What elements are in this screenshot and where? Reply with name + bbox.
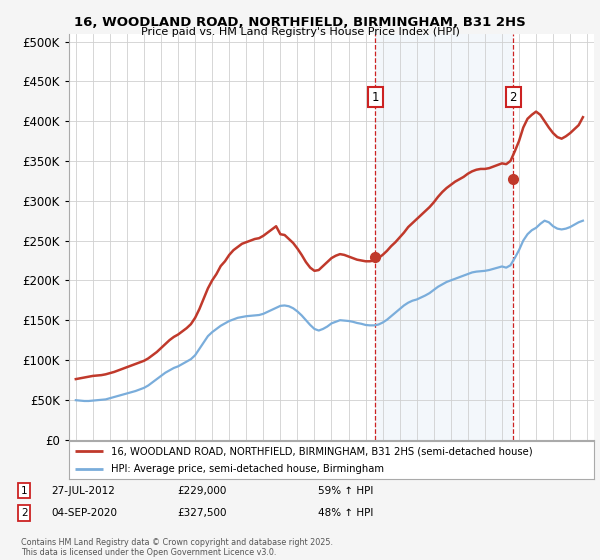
Text: Price paid vs. HM Land Registry's House Price Index (HPI): Price paid vs. HM Land Registry's House … (140, 27, 460, 37)
Text: £327,500: £327,500 (177, 508, 227, 518)
Text: 2: 2 (21, 508, 28, 518)
Text: £229,000: £229,000 (177, 486, 226, 496)
Text: 04-SEP-2020: 04-SEP-2020 (51, 508, 117, 518)
Text: 27-JUL-2012: 27-JUL-2012 (51, 486, 115, 496)
Text: HPI: Average price, semi-detached house, Birmingham: HPI: Average price, semi-detached house,… (111, 464, 384, 474)
Text: 59% ↑ HPI: 59% ↑ HPI (318, 486, 373, 496)
Text: 2: 2 (509, 91, 517, 104)
Text: 16, WOODLAND ROAD, NORTHFIELD, BIRMINGHAM, B31 2HS (semi-detached house): 16, WOODLAND ROAD, NORTHFIELD, BIRMINGHA… (111, 446, 533, 456)
Text: Contains HM Land Registry data © Crown copyright and database right 2025.
This d: Contains HM Land Registry data © Crown c… (21, 538, 333, 557)
Text: 1: 1 (371, 91, 379, 104)
Text: 16, WOODLAND ROAD, NORTHFIELD, BIRMINGHAM, B31 2HS: 16, WOODLAND ROAD, NORTHFIELD, BIRMINGHA… (74, 16, 526, 29)
Bar (376, 34, 514, 440)
Text: 1: 1 (21, 486, 28, 496)
Text: 48% ↑ HPI: 48% ↑ HPI (318, 508, 373, 518)
